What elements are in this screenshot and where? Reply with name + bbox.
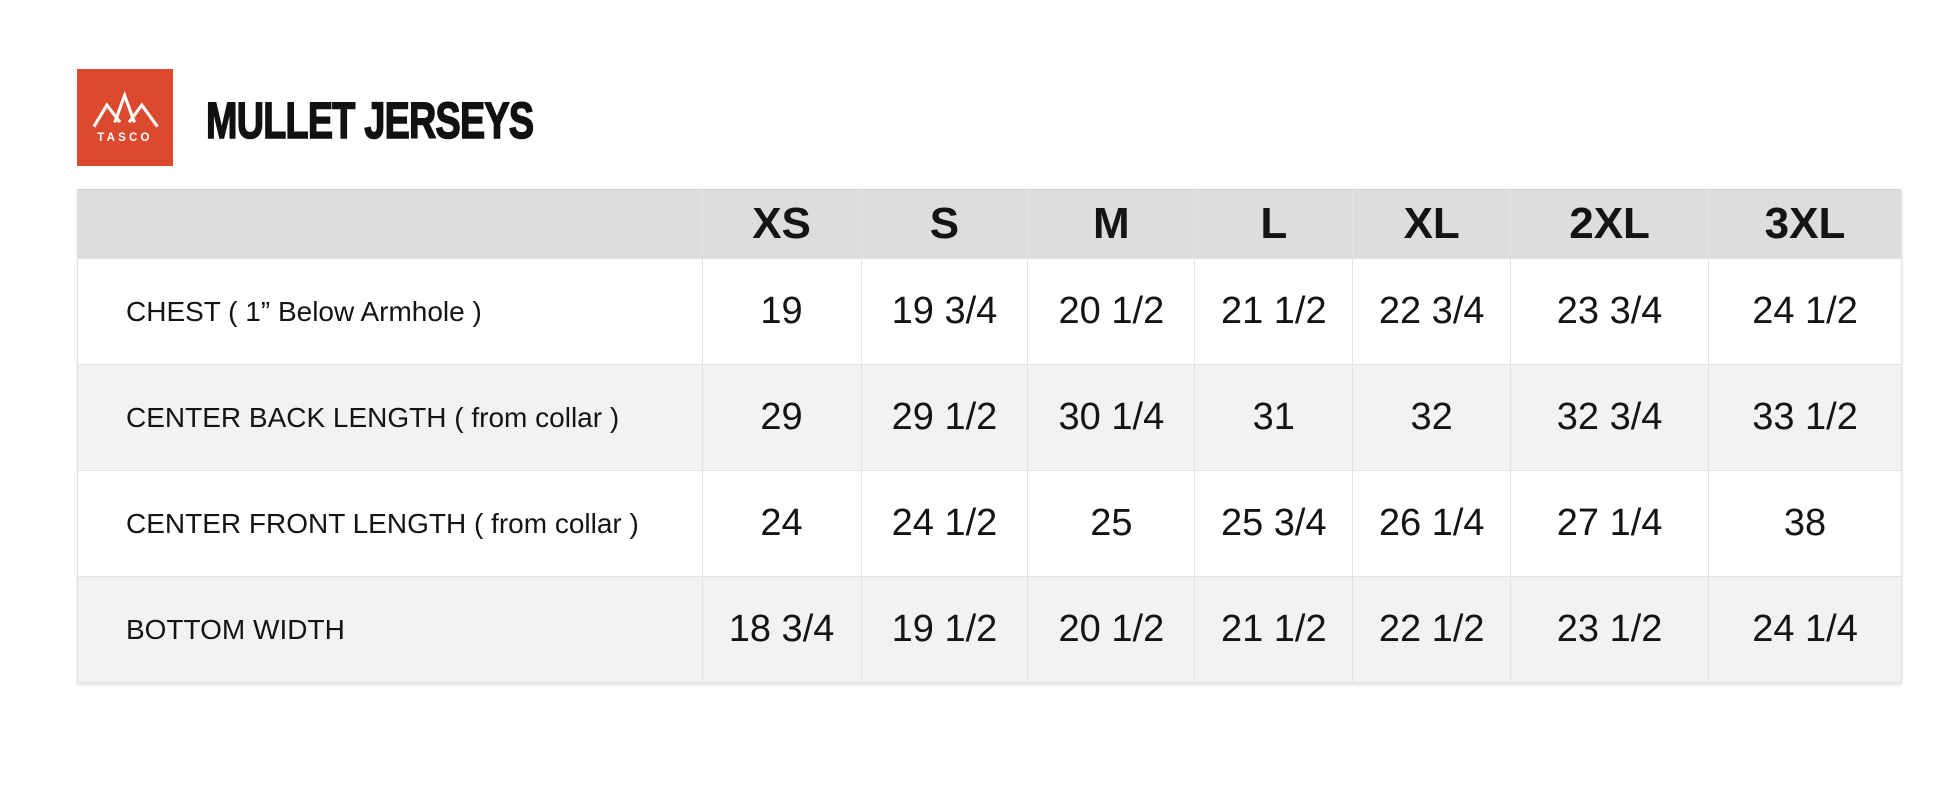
svg-text:TASCO: TASCO [97, 132, 152, 144]
